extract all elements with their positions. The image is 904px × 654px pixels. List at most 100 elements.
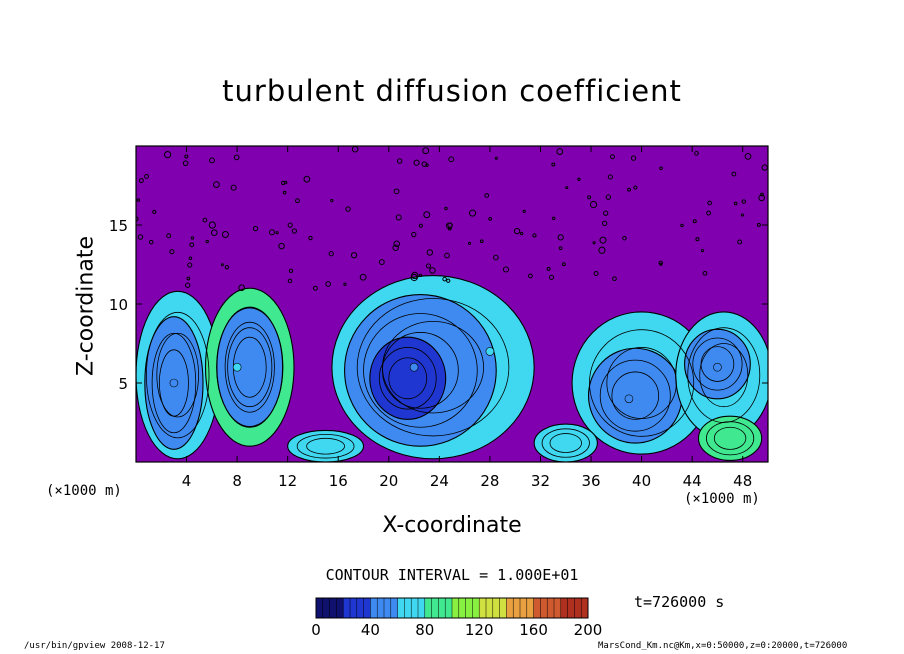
contour-speckle: [422, 147, 430, 155]
turbulent-region: [369, 336, 447, 420]
contour-speckle: [278, 242, 285, 250]
contour-line: [589, 329, 695, 437]
contour-speckle: [187, 262, 193, 268]
x-axis-ticks: 4 8 12 16 20 24 28 32 36 40 44 48: [182, 146, 752, 490]
contour-speckle: [493, 254, 499, 261]
contour-line: [599, 359, 671, 432]
contour-speckle: [209, 157, 215, 164]
contour-speckle: [396, 158, 403, 164]
x-tick-label: 28: [480, 472, 499, 490]
contour-speckle: [447, 222, 453, 228]
contour-speckle: [587, 195, 592, 200]
contour-line: [216, 307, 284, 427]
contour-interval-label: CONTOUR INTERVAL = 1.000E+01: [325, 566, 579, 584]
contour-line: [378, 347, 437, 410]
contour-speckle: [694, 151, 699, 156]
contour-speckle: [444, 206, 448, 211]
x-tick-label: 16: [329, 472, 348, 490]
contour-line: [156, 332, 199, 418]
colorbar: 0 40 80 120 160 200: [311, 597, 603, 639]
contour-speckle: [741, 199, 747, 204]
contour-speckle: [692, 219, 697, 224]
contour-speckle: [467, 241, 472, 245]
contour-speckle: [601, 220, 608, 227]
data-cell: [232, 362, 242, 372]
contour-speckle: [593, 271, 599, 277]
data-cell: [409, 362, 419, 372]
turbulent-blobs: [136, 146, 768, 462]
contour-speckle: [429, 267, 436, 274]
contour-speckle: [395, 214, 402, 221]
chart-title: turbulent diffusion coefficient: [222, 74, 682, 108]
contour-speckle: [442, 276, 447, 282]
contour-speckle: [733, 201, 738, 206]
contour-speckle: [221, 230, 229, 239]
contour-speckle: [760, 192, 764, 197]
contour-speckle: [185, 282, 191, 288]
contour-speckle: [230, 184, 237, 191]
contour-speckle: [210, 229, 218, 237]
contour-speckle: [558, 246, 563, 251]
y-tick-label: 15: [109, 217, 128, 235]
colorbar-tick-label: 200: [574, 621, 603, 639]
contour-speckle: [148, 239, 154, 245]
contour-speckle: [411, 231, 417, 238]
x-tick-label: 32: [531, 472, 550, 490]
x-tick-label: 4: [182, 472, 192, 490]
contour-line: [306, 437, 345, 455]
contour-speckle: [502, 266, 510, 273]
x-tick-label: 40: [632, 472, 651, 490]
contour-line: [699, 343, 749, 408]
colorbar-tick-label: 0: [311, 621, 321, 639]
contour-line: [541, 428, 590, 458]
colorbar-tick-label: 80: [415, 621, 434, 639]
colorbar-tick-label: 40: [361, 621, 380, 639]
contour-speckle: [425, 263, 432, 269]
contour-speckle: [137, 234, 144, 240]
contour-speckle: [378, 259, 385, 265]
contour-speckle: [680, 223, 684, 228]
contour-speckle: [488, 217, 493, 221]
contour-speckle: [136, 198, 141, 202]
contour-speckle: [565, 186, 569, 190]
contour-line: [151, 332, 197, 434]
contour-speckle: [275, 231, 279, 235]
data-cell: [624, 394, 634, 404]
contour-speckle: [426, 249, 434, 256]
contour-speckle: [152, 209, 157, 214]
contour-speckle: [612, 276, 617, 282]
contour-speckle: [345, 206, 351, 212]
x-tick-label: 24: [430, 472, 449, 490]
contour-speckle: [268, 229, 275, 236]
contour-line: [296, 433, 355, 459]
contour-speckle: [182, 160, 189, 167]
x-tick-label: 44: [683, 472, 702, 490]
contour-speckle: [532, 233, 537, 238]
contour-speckle: [519, 231, 524, 236]
contour-line: [146, 311, 210, 439]
turbulent-region: [697, 415, 763, 461]
contour-speckle: [287, 278, 293, 284]
contour-line: [363, 313, 478, 428]
contour-speckle: [607, 174, 614, 180]
contour-speckle: [556, 148, 564, 155]
contour-line: [549, 433, 582, 453]
x-unit-left: (×1000 m): [46, 483, 122, 499]
contour-speckle: [189, 242, 195, 248]
contour-speckle: [469, 209, 477, 217]
contour-speckle: [188, 256, 193, 261]
contour-speckle: [205, 239, 209, 244]
contour-line: [158, 349, 189, 417]
contour-speckle: [413, 159, 420, 166]
contour-speckle: [144, 173, 150, 179]
y-axis-label: Z-coordinate: [73, 236, 99, 376]
y-axis-ticks: 5 10 15: [109, 217, 768, 393]
x-tick-label: 48: [733, 472, 752, 490]
colorbar-swatch: [479, 598, 507, 618]
contour-speckle: [282, 190, 287, 195]
contour-speckle: [393, 188, 400, 195]
contour-speckle: [446, 278, 451, 283]
contour-line: [692, 337, 743, 391]
contour-line: [713, 426, 747, 450]
